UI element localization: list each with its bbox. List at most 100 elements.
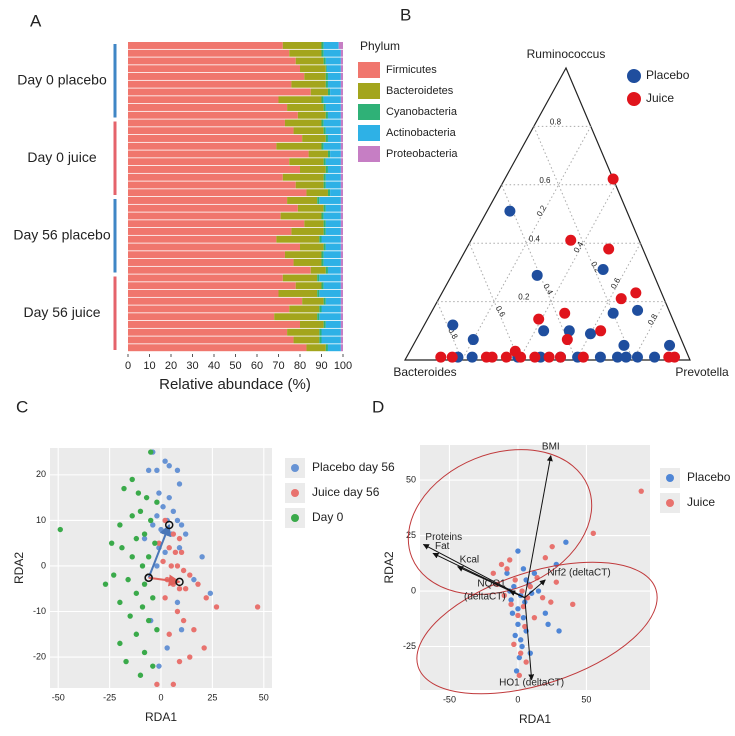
point [123, 658, 129, 665]
point [135, 490, 142, 496]
point [150, 663, 156, 669]
point [154, 513, 160, 519]
panel-letter: B [400, 5, 411, 24]
point [501, 592, 507, 599]
point [164, 645, 170, 651]
point [515, 606, 521, 612]
bar-segment [325, 166, 328, 173]
bar-segment [340, 259, 343, 266]
point [176, 535, 183, 542]
point [207, 590, 214, 596]
x-axis-title: RDA1 [145, 710, 177, 724]
legend-marker [666, 474, 674, 482]
bar-segment [308, 150, 328, 158]
point [584, 328, 596, 340]
panel-letter: C [16, 397, 28, 416]
bar-segment [340, 235, 343, 243]
bar-segment [321, 49, 324, 57]
x-tick-label: 0 [158, 692, 163, 702]
point [203, 595, 209, 601]
bar-segment [128, 228, 292, 235]
point [595, 325, 607, 337]
point [133, 631, 140, 637]
point [649, 351, 661, 363]
bar-segment [340, 65, 343, 73]
bar-segment [284, 119, 322, 127]
point [117, 522, 123, 528]
point [466, 351, 478, 363]
bar-segment [323, 181, 326, 189]
bar-segment [128, 344, 307, 352]
point [539, 594, 546, 601]
legend-marker [627, 92, 641, 106]
bar-segment [325, 158, 341, 166]
bar-segment [300, 243, 324, 251]
bar-segment [325, 127, 341, 135]
point [664, 339, 676, 351]
bar-segment [340, 88, 343, 96]
legend-title: Phylum [360, 39, 400, 53]
bar-segment [293, 259, 322, 266]
bar-segment [327, 111, 341, 119]
bar-segment [319, 290, 341, 297]
bar-segment [128, 49, 290, 57]
bar-segment [295, 282, 322, 290]
point [160, 558, 166, 565]
bar-segment [340, 135, 343, 142]
centroid-arrow [148, 574, 181, 587]
point [638, 488, 644, 494]
bar-segment [338, 42, 343, 49]
point [607, 307, 619, 319]
bar-segment [319, 328, 322, 336]
bar-segment [128, 65, 300, 73]
y-tick-label: -25 [403, 641, 416, 651]
bar-segment [128, 158, 290, 166]
group-label: Day 0 placebo [17, 71, 107, 87]
point [178, 549, 185, 555]
point [148, 449, 154, 455]
loading-arrow [509, 590, 525, 599]
bar-segment [321, 42, 324, 49]
point [182, 586, 189, 592]
bar-segment [327, 189, 331, 197]
bar-segment [128, 142, 277, 150]
point [538, 325, 550, 337]
bar-segment [340, 166, 343, 173]
bar-segment [323, 212, 341, 220]
legend-label: Juice day 56 [312, 485, 380, 499]
bar-segment [321, 328, 341, 336]
legend-label: Placebo [646, 68, 690, 82]
y-tick-label: 25 [406, 530, 416, 540]
bar-segment [340, 150, 343, 158]
bar-segment [323, 57, 326, 65]
bar-segment [323, 243, 326, 251]
grid-line [518, 184, 617, 361]
bar-segment [310, 88, 328, 96]
x-axis-title: RDA1 [519, 712, 551, 726]
legend-label: Cyanobacteria [386, 106, 458, 118]
point [490, 570, 496, 576]
point [612, 351, 624, 363]
y-tick-label: 10 [36, 515, 46, 525]
point [191, 627, 197, 633]
legend-label: Placebo day 56 [312, 460, 395, 474]
point [170, 681, 177, 688]
point [669, 351, 681, 363]
bar-segment [323, 251, 341, 259]
bar-segment [340, 336, 343, 344]
bar-segment [325, 204, 341, 212]
bar-segment [340, 328, 343, 336]
bar-segment [128, 181, 296, 189]
x-tick-label: -25 [103, 692, 116, 702]
point [508, 601, 514, 608]
x-tick-label: 40 [208, 360, 220, 372]
loading-arrow [524, 597, 535, 681]
bar-segment [295, 57, 324, 65]
bar-segment [340, 344, 343, 352]
bar-segment [319, 274, 341, 282]
point [148, 517, 154, 524]
bar-segment [128, 321, 300, 328]
bar-segment [278, 96, 322, 104]
y-axis-title: RDA2 [12, 552, 26, 584]
point [435, 351, 447, 363]
